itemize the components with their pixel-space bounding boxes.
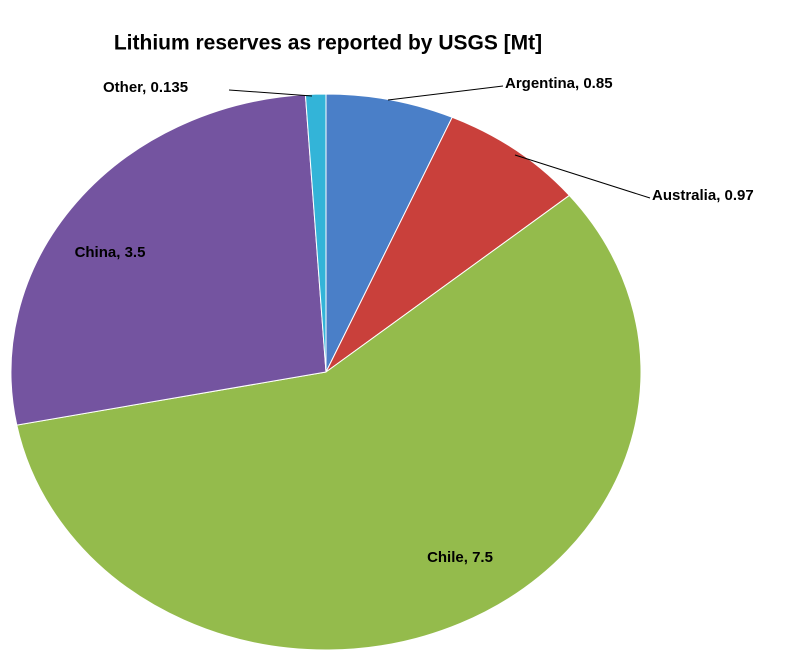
pie-slice <box>304 93 327 373</box>
pie-slice <box>16 194 642 651</box>
chart-title: Lithium reserves as reported by USGS [Mt… <box>114 32 542 55</box>
data-label: Argentina, 0.85 <box>505 75 613 92</box>
data-label: Other, 0.135 <box>103 79 188 96</box>
data-label: Australia, 0.97 <box>652 187 754 204</box>
pie-slice <box>325 116 571 373</box>
leader-line <box>228 89 313 97</box>
leader-line <box>514 154 651 199</box>
data-label: China, 3.5 <box>75 244 146 261</box>
leader-line <box>387 85 504 101</box>
pie-slice <box>10 94 327 426</box>
data-label: Chile, 7.5 <box>427 549 493 566</box>
